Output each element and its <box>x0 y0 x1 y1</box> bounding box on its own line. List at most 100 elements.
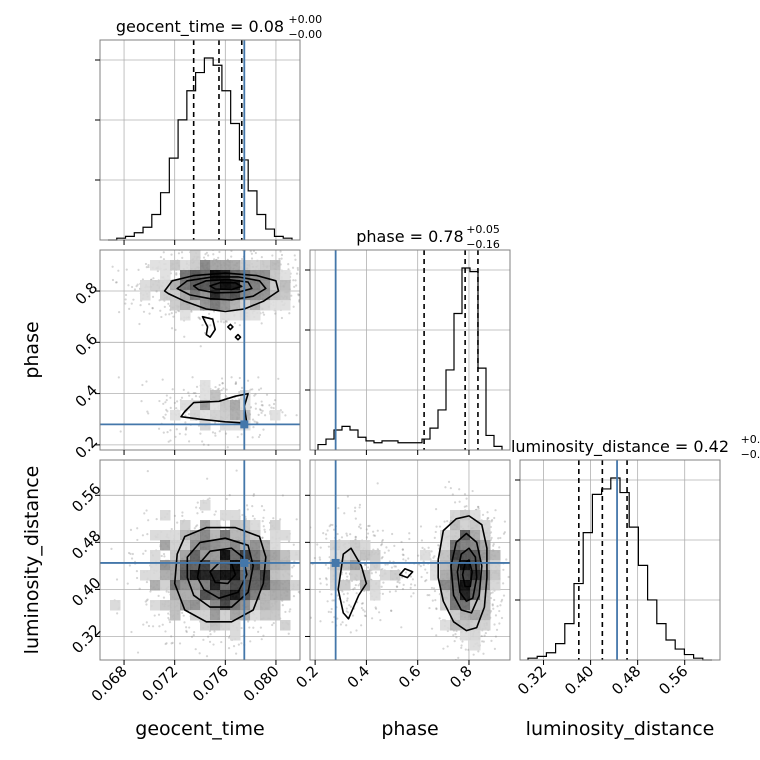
scatter-point <box>260 256 263 259</box>
density-cell <box>210 560 221 571</box>
scatter-point <box>136 538 139 542</box>
scatter-point <box>156 269 159 273</box>
hist-bar <box>196 73 205 240</box>
hist-bar <box>143 227 152 240</box>
scatter-point <box>297 293 300 296</box>
scatter-point <box>252 626 255 629</box>
density-cell <box>230 560 241 571</box>
scatter-point <box>194 395 198 398</box>
density-cell <box>290 580 300 591</box>
scatter-point <box>136 527 139 530</box>
scatter-point <box>502 532 506 535</box>
hist-step-line <box>108 57 293 241</box>
scatter-point <box>302 562 304 564</box>
panel-title: phase = 0.78 <box>356 227 463 246</box>
scatter-point <box>505 558 508 561</box>
hist-bar <box>583 533 592 660</box>
scatter-point <box>434 599 437 602</box>
scatter-point <box>306 568 308 570</box>
density-cell <box>150 570 161 581</box>
scatter-point <box>259 387 263 390</box>
scatter-point <box>164 313 167 316</box>
density-cell <box>260 280 271 291</box>
scatter-point <box>246 508 249 511</box>
scatter-point <box>433 536 436 539</box>
scatter-point <box>187 391 190 394</box>
density-cell <box>140 280 151 291</box>
density-cell <box>170 260 181 271</box>
density-cell <box>180 600 191 611</box>
density-cell <box>240 290 251 301</box>
scatter-point <box>493 598 496 602</box>
density-cell <box>180 530 191 541</box>
x-tick-label: 0.32 <box>514 662 550 698</box>
scatter-point <box>300 572 302 574</box>
scatter-point <box>307 587 309 589</box>
density-cell <box>220 610 231 621</box>
scatter-point <box>254 393 257 396</box>
scatter-point <box>280 257 283 260</box>
scatter-point <box>472 653 475 656</box>
scatter-point <box>194 525 198 528</box>
density-cell <box>220 280 231 291</box>
scatter-point <box>236 435 239 439</box>
density-cell <box>200 550 211 561</box>
scatter-point <box>165 399 168 402</box>
scatter-point <box>201 440 204 443</box>
hist-bar <box>382 441 390 450</box>
scatter-point <box>175 272 178 275</box>
scatter-point <box>166 430 169 434</box>
scatter-point <box>151 625 155 628</box>
scatter-point <box>117 269 120 272</box>
scatter-point <box>263 530 267 534</box>
scatter-point <box>435 607 438 611</box>
scatter-point <box>177 252 181 255</box>
density-cell <box>220 540 231 551</box>
scatter-point <box>321 289 323 291</box>
scatter-point <box>163 305 166 308</box>
scatter-point <box>241 513 244 517</box>
scatter-point <box>271 254 274 257</box>
density-cell <box>230 410 241 421</box>
x-tick-label: 0.56 <box>655 662 691 698</box>
hist-bar <box>430 428 438 450</box>
scatter-point <box>496 605 499 608</box>
contour-line <box>173 526 267 623</box>
scatter-point <box>319 315 321 317</box>
hist-bar <box>152 215 161 240</box>
scatter-point <box>292 279 295 282</box>
hist-bar <box>398 443 406 450</box>
scatter-point <box>255 421 258 424</box>
scatter-point <box>191 376 194 379</box>
scatter-point <box>499 536 502 540</box>
y-tick-label: 0.56 <box>68 480 104 516</box>
scatter-point <box>454 633 457 636</box>
hist-bar <box>390 441 398 450</box>
scatter-point <box>157 613 161 616</box>
scatter-point <box>292 595 296 598</box>
scatter-point <box>311 567 313 569</box>
scatter-point <box>221 381 224 385</box>
scatter-point <box>287 540 291 543</box>
scatter-point <box>313 579 315 581</box>
density-cell <box>210 300 221 311</box>
scatter-point <box>148 303 151 306</box>
density-cell <box>170 600 181 611</box>
scatter-point <box>257 435 261 439</box>
density-cell <box>150 260 161 271</box>
scatter-point <box>301 573 303 575</box>
hist-bars <box>117 58 292 240</box>
scatter-point <box>278 257 281 261</box>
density-cell <box>180 520 191 531</box>
scatter-point <box>217 256 220 259</box>
scatter-point <box>181 611 184 614</box>
scatter-point <box>214 432 217 435</box>
scatter-point <box>218 383 221 387</box>
scatter-point <box>206 244 208 246</box>
scatter-point <box>147 519 150 522</box>
y-tick-label: 0.2 <box>72 433 102 463</box>
scatter-point <box>234 382 238 385</box>
scatter-point <box>263 414 267 417</box>
scatter-point <box>131 552 134 556</box>
density-cell <box>230 400 241 411</box>
